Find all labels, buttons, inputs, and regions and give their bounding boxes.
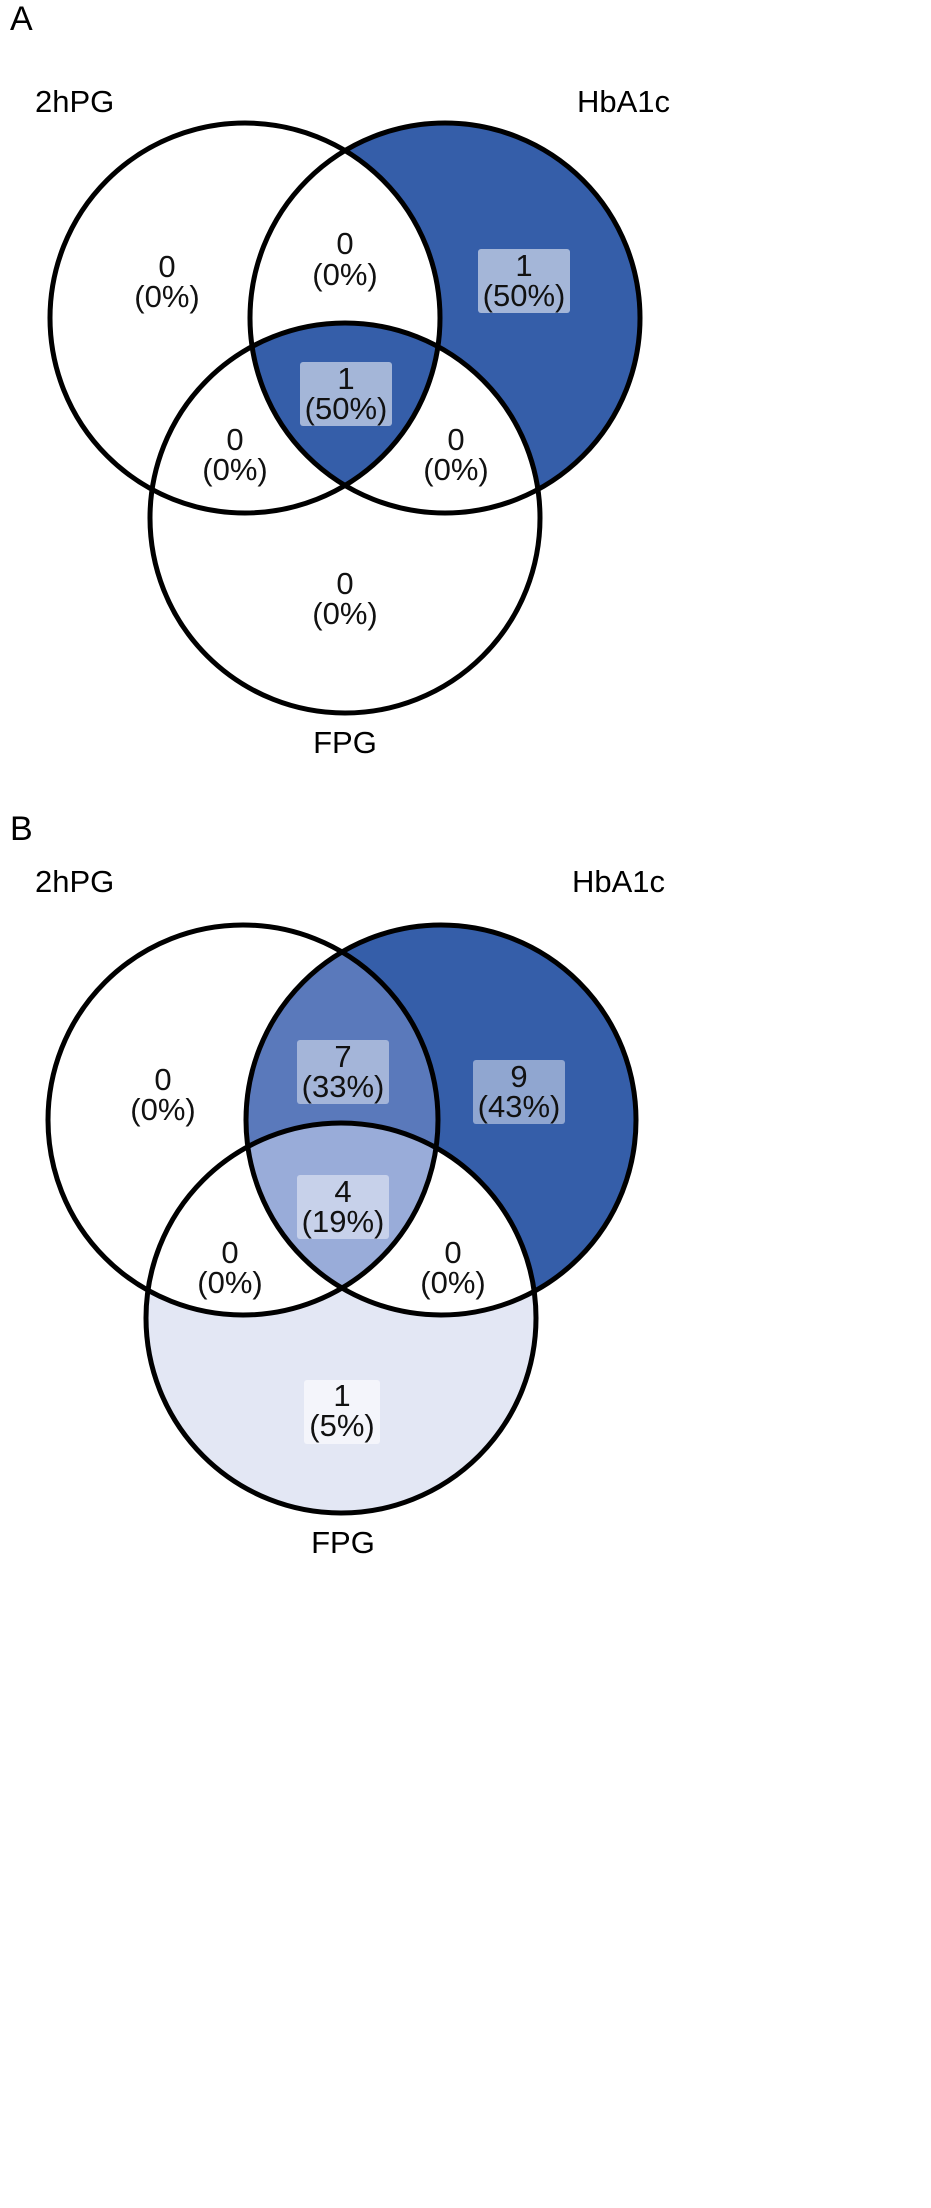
svg-text:(0%): (0%) — [312, 257, 377, 292]
label-box-all-three — [300, 362, 392, 426]
svg-text:0: 0 — [221, 1235, 238, 1270]
circle-2hpg — [47, 120, 443, 516]
region-label-all-three: 1 (50%) — [305, 361, 388, 426]
svg-text:(0%): (0%) — [312, 596, 377, 631]
svg-text:(0%): (0%) — [202, 452, 267, 487]
venn-panel-a: A 2hPG HbA1c FPG 0 (0%) 0 (0%) 1 (50%) 1… — [10, 0, 670, 760]
region-all-three — [246, 1123, 438, 1315]
region-label-only-hba1c: 9 (43%) — [478, 1059, 561, 1124]
svg-text:0: 0 — [336, 226, 353, 261]
region-label-2hpg-fpg: 0 (0%) — [197, 1235, 262, 1300]
svg-text:(0%): (0%) — [130, 1092, 195, 1127]
region-label-only-2hpg: 0 (0%) — [134, 249, 199, 314]
svg-text:1: 1 — [515, 248, 532, 283]
circle-outlines — [45, 922, 639, 1516]
svg-text:(0%): (0%) — [134, 279, 199, 314]
svg-text:(0%): (0%) — [197, 1265, 262, 1300]
label-box-only-hba1c — [478, 249, 570, 313]
region-label-only-hba1c: 1 (50%) — [483, 248, 566, 313]
svg-text:(0%): (0%) — [420, 1265, 485, 1300]
svg-text:(33%): (33%) — [302, 1069, 385, 1104]
circle-fpg — [147, 320, 543, 716]
region-label-2hpg-hba1c: 7 (33%) — [302, 1039, 385, 1104]
set-label-fpg: FPG — [313, 725, 377, 760]
region-label-only-fpg: 0 (0%) — [312, 566, 377, 631]
svg-text:0: 0 — [444, 1235, 461, 1270]
venn-diagram-b: B 2hPG HbA1c FPG 0 (0%) 7 (33%) 9 (43%) … — [10, 810, 665, 1560]
region-label-hba1c-fpg: 0 (0%) — [420, 1235, 485, 1300]
region-label-2hpg-hba1c: 0 (0%) — [312, 226, 377, 292]
region-fills — [48, 925, 636, 1513]
label-box-only-fpg — [304, 1380, 380, 1444]
svg-text:(50%): (50%) — [305, 391, 388, 426]
svg-text:(19%): (19%) — [302, 1204, 385, 1239]
set-label-2hpg: 2hPG — [35, 84, 114, 119]
circle-hba1c — [243, 922, 639, 1318]
set-label-2hpg: 2hPG — [35, 864, 114, 899]
svg-text:0: 0 — [158, 249, 175, 284]
circle-fpg — [143, 1120, 539, 1516]
svg-text:(43%): (43%) — [478, 1089, 561, 1124]
set-label-hba1c: HbA1c — [577, 84, 670, 119]
svg-text:9: 9 — [510, 1059, 527, 1094]
set-label-hba1c: HbA1c — [572, 864, 665, 899]
venn-panel-b: B 2hPG HbA1c FPG 0 (0%) 7 (33%) 9 (43%) … — [0, 800, 931, 1904]
region-label-hba1c-fpg: 0 (0%) — [423, 422, 488, 487]
svg-text:1: 1 — [337, 361, 354, 396]
svg-text:(0%): (0%) — [423, 452, 488, 487]
svg-text:0: 0 — [226, 422, 243, 457]
svg-text:7: 7 — [334, 1039, 351, 1074]
label-box-only-hba1c — [473, 1060, 565, 1124]
svg-text:0: 0 — [336, 566, 353, 601]
set-label-fpg: FPG — [311, 1525, 375, 1560]
svg-text:0: 0 — [154, 1062, 171, 1097]
svg-text:1: 1 — [333, 1378, 350, 1413]
panel-letter: B — [10, 810, 33, 848]
circle-outlines — [47, 120, 643, 716]
region-label-only-fpg: 1 (5%) — [309, 1378, 374, 1443]
svg-text:0: 0 — [447, 422, 464, 457]
region-label-only-2hpg: 0 (0%) — [130, 1062, 195, 1127]
panel-letter: A — [10, 0, 33, 38]
label-box-2hpg-hba1c — [297, 1040, 389, 1104]
svg-text:(50%): (50%) — [483, 278, 566, 313]
svg-text:4: 4 — [334, 1174, 351, 1209]
circle-2hpg — [45, 922, 441, 1318]
region-label-all-three: 4 (19%) — [302, 1174, 385, 1239]
region-label-2hpg-fpg: 0 (0%) — [202, 422, 267, 487]
venn-diagram-a: A 2hPG HbA1c FPG 0 (0%) 0 (0%) 1 (50%) 1… — [10, 0, 670, 760]
svg-text:(5%): (5%) — [309, 1408, 374, 1443]
label-box-all-three — [297, 1175, 389, 1239]
circle-hba1c — [247, 120, 643, 516]
